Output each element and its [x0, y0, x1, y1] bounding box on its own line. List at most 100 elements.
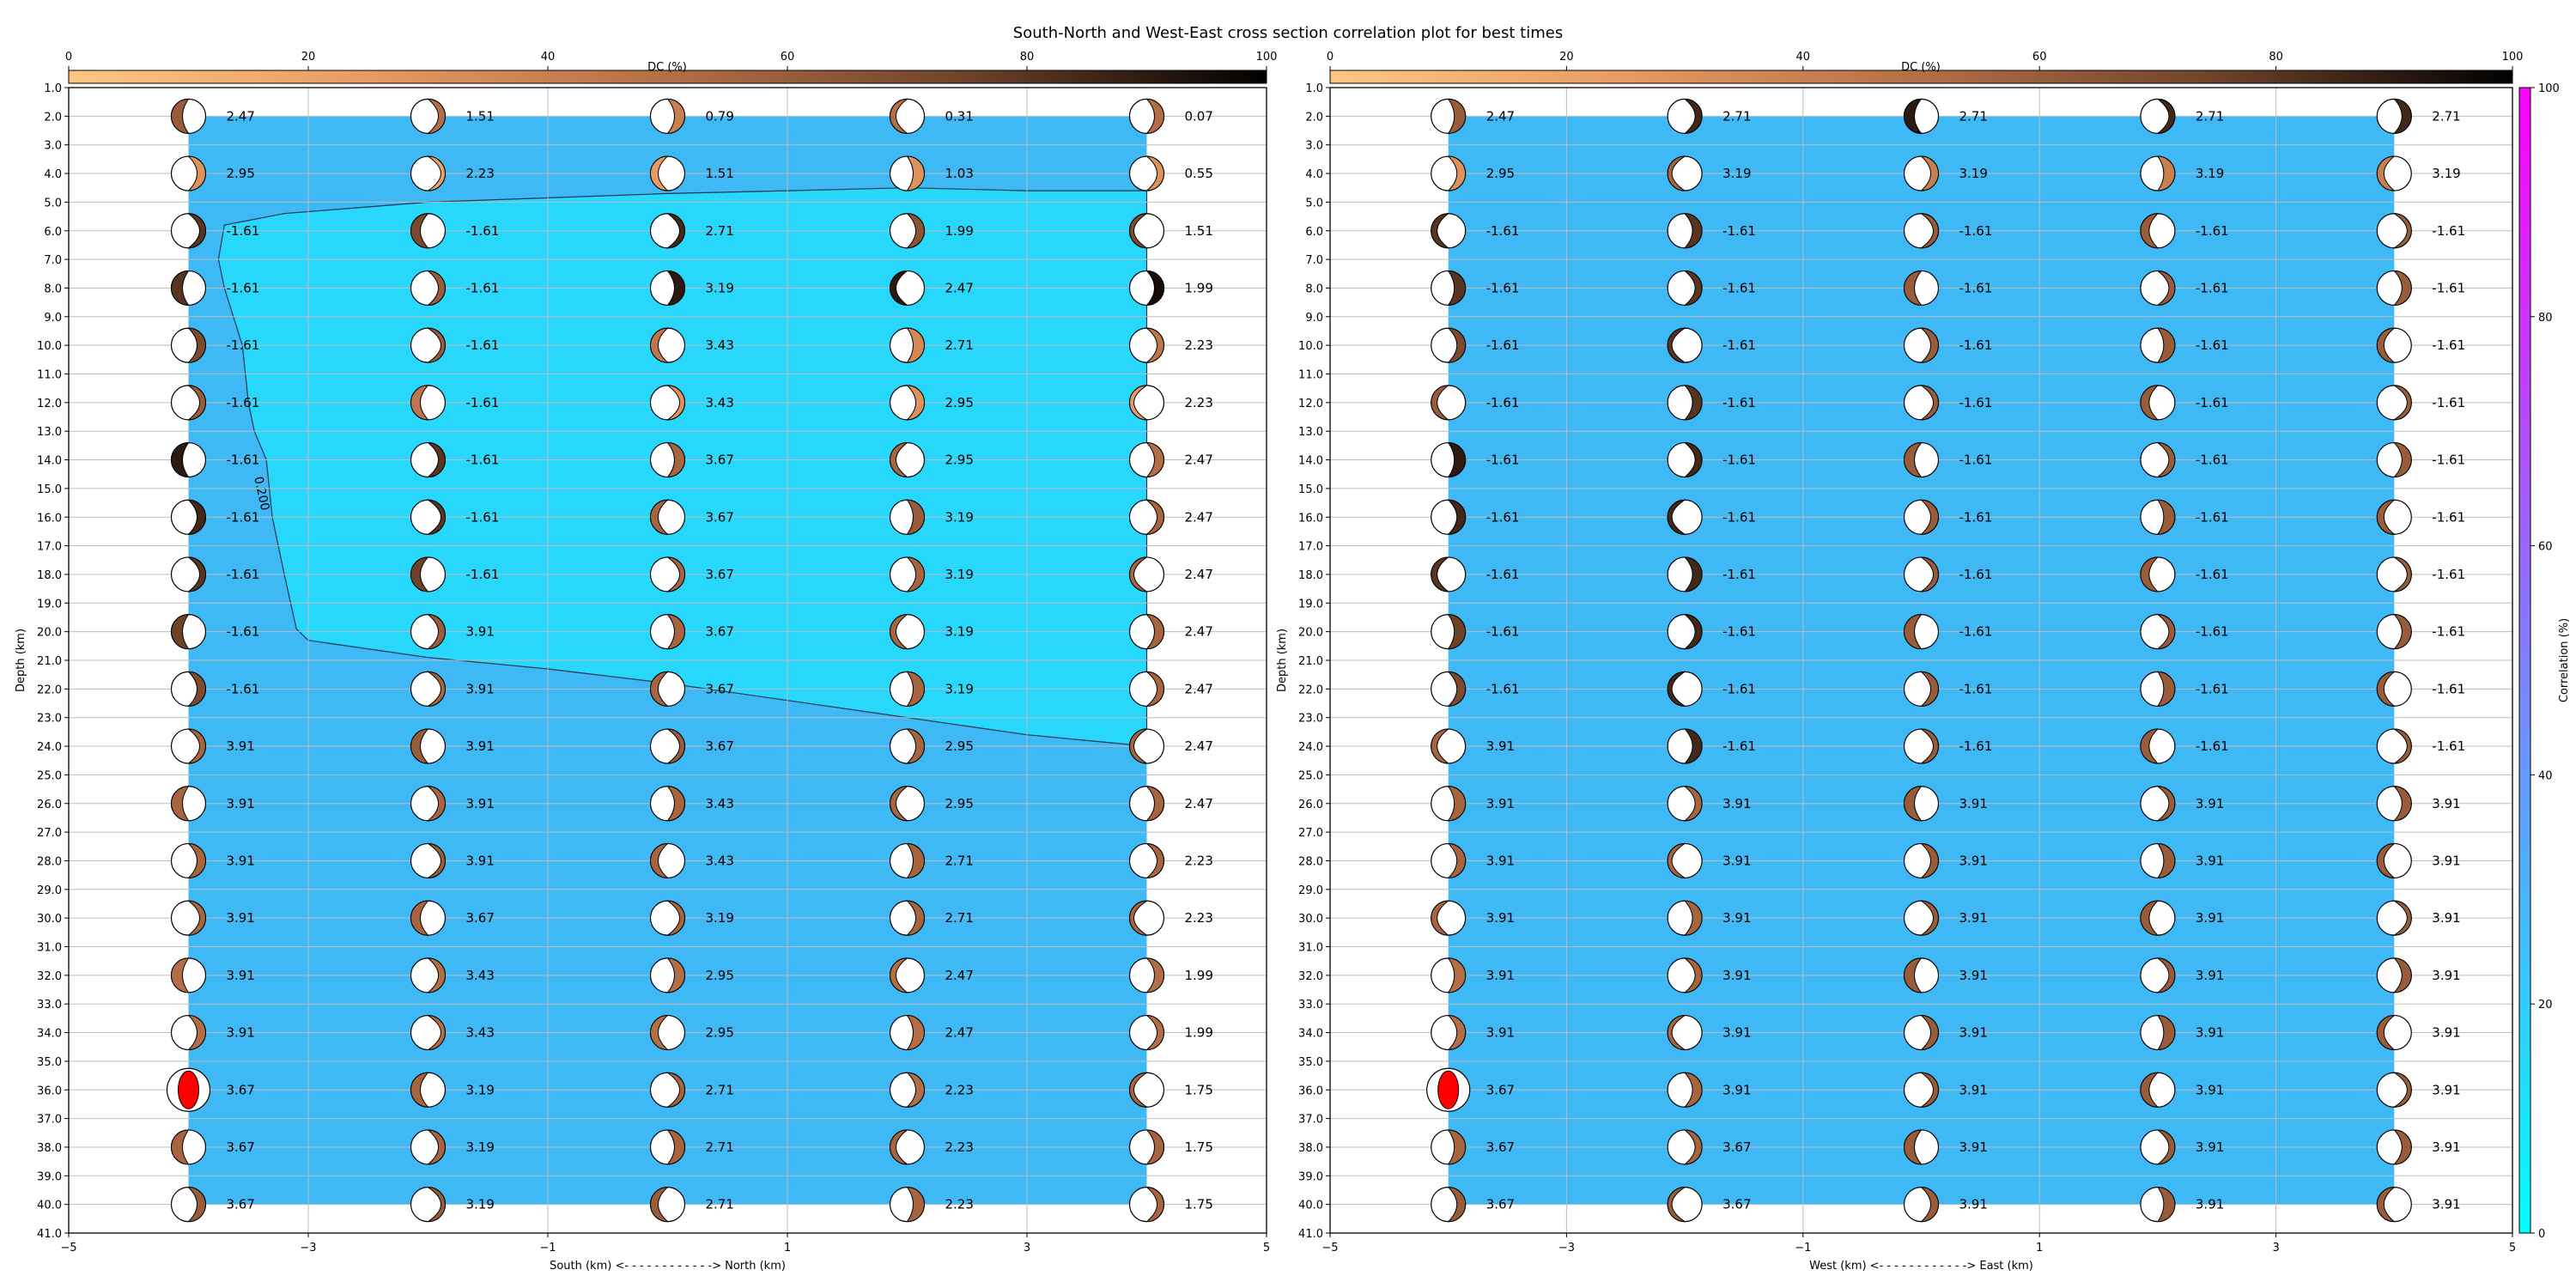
moment-magnitude-label: 3.19 — [2196, 166, 2224, 181]
beachball — [410, 499, 447, 535]
moment-magnitude-label: 3.91 — [1486, 796, 1515, 811]
beachball-compression — [427, 98, 446, 134]
beachball-compression — [665, 1072, 685, 1108]
beachball-compression — [1683, 270, 1703, 306]
beachball-compression — [2392, 385, 2412, 421]
beachball — [2140, 728, 2176, 764]
beachball-compression — [1129, 900, 1149, 936]
beachball — [1903, 441, 1940, 478]
dc-colorbar-tick-label: 20 — [1559, 51, 1574, 64]
moment-magnitude-label: 3.67 — [706, 681, 734, 696]
beachball — [889, 1072, 926, 1108]
y-tick-label: 26.0 — [1298, 799, 1323, 811]
moment-magnitude-label: 3.91 — [466, 853, 495, 868]
moment-magnitude-label: -1.61 — [227, 567, 260, 582]
y-tick-label: 1.0 — [1305, 82, 1323, 95]
moment-magnitude-label: -1.61 — [1722, 223, 1756, 239]
moment-magnitude-label: 3.91 — [1959, 1139, 1988, 1155]
moment-magnitude-label: 1.51 — [1185, 223, 1213, 239]
beachball — [410, 1072, 447, 1108]
moment-magnitude-label: 3.19 — [1722, 166, 1751, 181]
beachball-compression — [410, 556, 429, 592]
beachball-compression — [1904, 98, 1923, 134]
beachball-compression — [2156, 671, 2176, 707]
beachball-compression — [1904, 442, 1923, 478]
y-tick-label: 31.0 — [37, 942, 62, 955]
moment-magnitude-label: -1.61 — [1959, 337, 1993, 353]
beachball-compression — [2376, 1015, 2396, 1051]
beachball — [170, 614, 207, 650]
beachball-compression — [426, 1187, 446, 1223]
moment-magnitude-label: -1.61 — [227, 280, 260, 295]
beachball — [1128, 786, 1165, 822]
y-tick-label: 40.0 — [37, 1200, 62, 1212]
beachball — [410, 327, 447, 363]
moment-magnitude-label: 3.67 — [1722, 1139, 1751, 1155]
beachball — [2140, 385, 2176, 421]
y-tick-label: 16.0 — [1298, 512, 1323, 525]
moment-magnitude-label: -1.61 — [466, 453, 500, 468]
beachball — [170, 1187, 207, 1223]
beachball-compression — [1431, 728, 1450, 764]
y-tick-label: 23.0 — [37, 713, 62, 726]
beachball — [1128, 556, 1165, 592]
beachball-compression — [650, 842, 669, 878]
moment-magnitude-label: 2.23 — [1185, 910, 1213, 926]
moment-magnitude-label: 2.47 — [1185, 509, 1213, 525]
moment-magnitude-label: 1.03 — [945, 166, 974, 181]
beachball — [1128, 900, 1165, 936]
beachball — [1128, 270, 1165, 307]
beachball — [649, 327, 686, 363]
moment-magnitude-label: -1.61 — [1486, 453, 1520, 468]
beachball-compression — [1145, 155, 1164, 191]
beachball-compression — [2156, 442, 2176, 478]
beachball — [649, 155, 686, 191]
beachball-compression — [171, 957, 190, 993]
moment-magnitude-label: 2.95 — [945, 796, 974, 811]
moment-magnitude-label: 3.19 — [945, 567, 974, 582]
beachball-compression — [1447, 98, 1467, 134]
moment-magnitude-label: -1.61 — [227, 681, 260, 696]
y-tick-label: 10.0 — [37, 340, 62, 353]
y-axis-label: Depth (km) — [1276, 629, 1289, 692]
beachball — [410, 213, 447, 249]
moment-magnitude-label: -1.61 — [1486, 509, 1520, 525]
moment-magnitude-label: -1.61 — [1722, 567, 1756, 582]
beachball — [889, 98, 926, 134]
beachball — [1431, 786, 1467, 822]
beachball-compression — [2156, 1129, 2176, 1165]
y-tick-label: 36.0 — [1298, 1084, 1323, 1097]
beachball — [410, 270, 447, 307]
beachball-compression — [426, 327, 446, 363]
moment-magnitude-label: 3.19 — [466, 1082, 495, 1097]
beachball-compression — [187, 671, 206, 707]
beachball-compression — [890, 442, 908, 478]
moment-magnitude-label: -1.61 — [1722, 624, 1756, 640]
beachball — [2140, 671, 2176, 707]
beachball — [889, 1129, 926, 1165]
beachball-compression — [1919, 900, 1939, 936]
beachball — [649, 556, 686, 592]
beachball-compression — [1904, 614, 1923, 650]
beachball — [170, 786, 207, 822]
beachball — [2376, 614, 2412, 650]
moment-magnitude-label: -1.61 — [227, 337, 260, 353]
y-tick-label: 22.0 — [1298, 683, 1323, 696]
y-tick-label: 25.0 — [1298, 769, 1323, 782]
beachball-compression — [427, 957, 446, 993]
beachball — [1903, 1129, 1940, 1165]
beachball — [1128, 441, 1165, 478]
beachball-compression — [1920, 1015, 1939, 1051]
beachball-compression — [1920, 1187, 1939, 1223]
beachball-compression — [666, 786, 685, 822]
beachball-compression — [1145, 442, 1164, 478]
beachball — [649, 957, 686, 993]
dc-colorbar-right-label: DC (%) — [1901, 61, 1941, 74]
correlation-colorbar: 0 20 40 60 80 100 Correlation (%) — [2518, 82, 2571, 1241]
dc-colorbar-right: DC (%) 0 20 40 60 80 100 — [1327, 51, 2523, 84]
correlation-colorbar-gradient — [2518, 87, 2531, 1234]
beachball — [170, 1129, 207, 1165]
beachball — [1667, 499, 1703, 535]
beachball-compression — [666, 270, 685, 306]
y-tick-label: 15.0 — [37, 483, 62, 496]
